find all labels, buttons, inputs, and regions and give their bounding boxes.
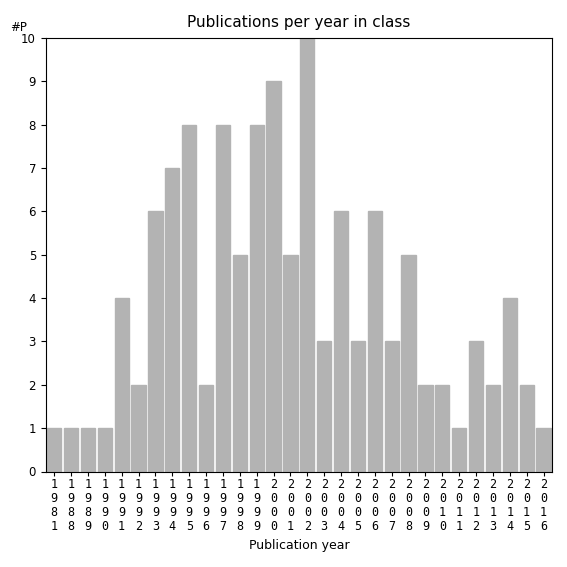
Bar: [165, 168, 180, 472]
Bar: [401, 255, 416, 472]
Bar: [367, 211, 382, 472]
Bar: [469, 341, 483, 472]
Bar: [418, 385, 433, 472]
Bar: [115, 298, 129, 472]
Bar: [98, 428, 112, 472]
Title: Publications per year in class: Publications per year in class: [187, 15, 411, 30]
Bar: [182, 125, 196, 472]
Bar: [64, 428, 78, 472]
Text: #P: #P: [10, 21, 27, 34]
Bar: [81, 428, 95, 472]
Bar: [300, 38, 315, 472]
Bar: [132, 385, 146, 472]
Bar: [452, 428, 467, 472]
Bar: [435, 385, 450, 472]
Bar: [149, 211, 163, 472]
Bar: [199, 385, 213, 472]
X-axis label: Publication year: Publication year: [248, 539, 349, 552]
Bar: [351, 341, 365, 472]
Bar: [317, 341, 331, 472]
Bar: [284, 255, 298, 472]
Bar: [502, 298, 517, 472]
Bar: [216, 125, 230, 472]
Bar: [232, 255, 247, 472]
Bar: [334, 211, 348, 472]
Bar: [519, 385, 534, 472]
Bar: [266, 82, 281, 472]
Bar: [249, 125, 264, 472]
Bar: [47, 428, 61, 472]
Bar: [384, 341, 399, 472]
Bar: [536, 428, 551, 472]
Bar: [486, 385, 500, 472]
